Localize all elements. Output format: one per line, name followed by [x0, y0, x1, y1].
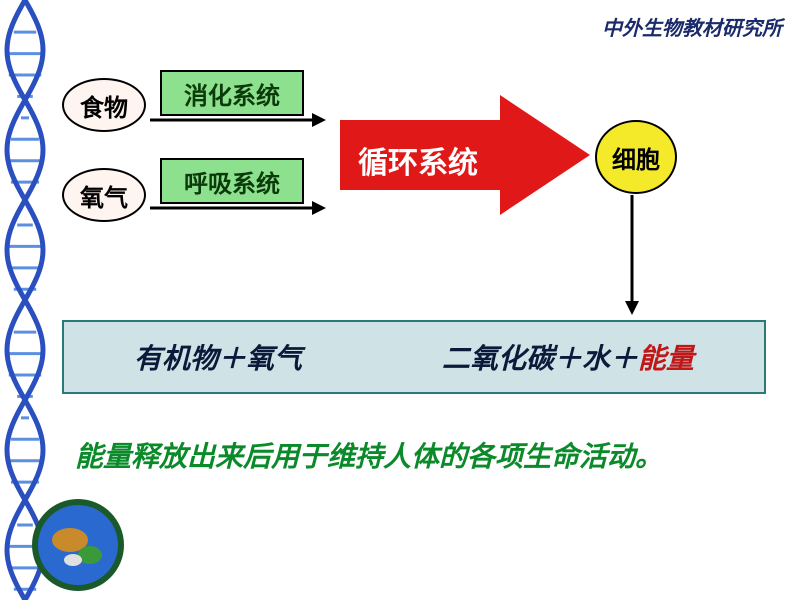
equation-energy: 能量 — [638, 344, 694, 375]
node-cell-label: 细胞 — [612, 140, 660, 175]
equation-rhs: 二氧化碳＋水＋能量 — [442, 337, 694, 377]
box-digestive-label: 消化系统 — [184, 76, 280, 111]
equation-rhs-prefix: 二氧化碳＋水＋ — [442, 344, 638, 375]
node-cell: 细胞 — [595, 120, 677, 194]
node-oxygen-label: 氧气 — [80, 178, 128, 213]
equation-box: 有机物＋氧气 二氧化碳＋水＋能量 — [62, 320, 766, 394]
dna-decoration — [0, 0, 50, 600]
box-digestive: 消化系统 — [160, 70, 304, 116]
node-food-label: 食物 — [80, 88, 128, 123]
equation-lhs: 有机物＋氧气 — [134, 337, 302, 377]
node-oxygen: 氧气 — [62, 168, 146, 222]
caption: 能量释放出来后用于维持人体的各项生命活动。 — [75, 435, 663, 475]
circulatory-label: 循环系统 — [358, 138, 478, 182]
box-respiratory: 呼吸系统 — [160, 158, 304, 204]
box-respiratory-label: 呼吸系统 — [184, 164, 280, 199]
header-title: 中外生物教材研究所 — [602, 12, 782, 41]
node-food: 食物 — [62, 78, 146, 132]
